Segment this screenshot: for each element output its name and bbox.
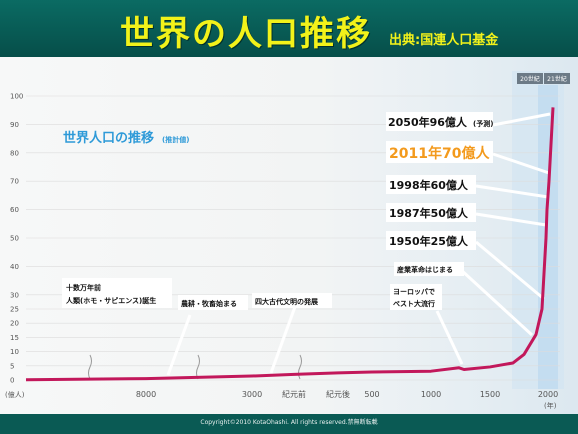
x-tick-label: 1000 xyxy=(421,390,441,399)
y-axis-label: (億人) xyxy=(5,390,25,399)
y-tick-label: 50 xyxy=(10,235,19,243)
y-tick-label: 10 xyxy=(10,348,19,356)
y-tick-label: 20 xyxy=(10,320,19,328)
y-tick-label: 90 xyxy=(10,121,19,129)
page-title: 世界の人口推移 xyxy=(120,14,372,54)
annotation-1950: 1950年25億人 xyxy=(389,234,469,248)
annotation-plague-line2: ペスト大流行 xyxy=(393,299,435,308)
annotation-1998: 1998年60億人 xyxy=(389,178,469,192)
annotation-1987: 1987年50億人 xyxy=(389,206,469,220)
twenty-first-century-band xyxy=(538,85,558,389)
callout-1950: 1950年25億人 xyxy=(386,231,476,250)
callout-civilizations: 四大古代文明の発展 xyxy=(252,293,332,308)
y-tick-label: 0 xyxy=(10,377,14,385)
title-bar xyxy=(0,0,578,57)
copyright: Copyright©2010 KotaOhashi. All rights re… xyxy=(200,419,378,426)
plot-background xyxy=(0,57,578,414)
y-tick-label: 60 xyxy=(10,206,19,214)
x-tick-label: 8000 xyxy=(136,390,156,399)
annotation-homo-sapiens-line2: 人類(ホモ・サピエンス)誕生 xyxy=(66,296,156,305)
y-tick-label: 30 xyxy=(10,291,19,299)
chart-title-note: (推計値) xyxy=(162,135,189,144)
callout-2050: 2050年96億人 (予測) xyxy=(386,112,493,131)
x-tick-label: 1500 xyxy=(480,390,500,399)
x-axis-label: (年) xyxy=(544,401,557,410)
annotation-homo-sapiens-line1: 十数万年前 xyxy=(66,283,101,292)
callout-agriculture: 農耕・牧畜始まる xyxy=(178,295,248,310)
footer-bar xyxy=(0,414,578,434)
y-tick-label: 40 xyxy=(10,263,19,271)
callout-plague: ヨーロッパで ペスト大流行 xyxy=(390,284,442,310)
callout-2011: 2011年70億人 xyxy=(386,141,493,163)
callout-homo-sapiens: 十数万年前 人類(ホモ・サピエンス)誕生 xyxy=(62,278,172,308)
y-tick-label: 70 xyxy=(10,178,19,186)
source-label: 出典:国連人口基金 xyxy=(389,33,499,48)
x-tick-label: 紀元後 xyxy=(326,389,350,399)
y-tick-label: 5 xyxy=(10,362,14,370)
annotation-2050-note: (予測) xyxy=(473,119,493,128)
era-label-box-20c xyxy=(517,73,543,84)
callout-industrial: 産業革命はじまる xyxy=(394,262,464,276)
y-tick-label: 100 xyxy=(10,93,23,101)
y-tick-label: 25 xyxy=(10,306,19,314)
annotation-2011: 2011年70億人 xyxy=(389,145,490,162)
x-tick-label: 2000 xyxy=(538,390,558,399)
annotation-industrial-revolution: 産業革命はじまる xyxy=(397,265,453,274)
x-tick-label: 紀元前 xyxy=(282,389,306,399)
chart-title: 世界人口の推移 xyxy=(63,130,154,146)
leader-lines xyxy=(166,112,551,376)
annotation-agriculture: 農耕・牧畜始まる xyxy=(181,299,237,308)
annotation-plague-line1: ヨーロッパで xyxy=(393,287,435,296)
annotation-2050: 2050年96億人 xyxy=(388,115,468,129)
era-label-20c: 20世紀 xyxy=(520,75,540,83)
series-line xyxy=(25,107,555,382)
annotation-civilizations: 四大古代文明の発展 xyxy=(255,297,319,306)
x-tick-label: 3000 xyxy=(242,390,262,399)
x-tick-label: 500 xyxy=(364,390,379,399)
callout-1987: 1987年50億人 xyxy=(386,203,476,222)
era-label-box-21c xyxy=(544,73,570,84)
y-tick-label: 15 xyxy=(10,334,19,342)
x-axis-ticks: 8000 3000 紀元前 紀元後 500 1000 1500 2000 xyxy=(136,389,558,399)
callout-1998: 1998年60億人 xyxy=(386,175,476,194)
y-tick-label: 80 xyxy=(10,149,19,157)
era-label-21c: 21世紀 xyxy=(547,75,567,83)
